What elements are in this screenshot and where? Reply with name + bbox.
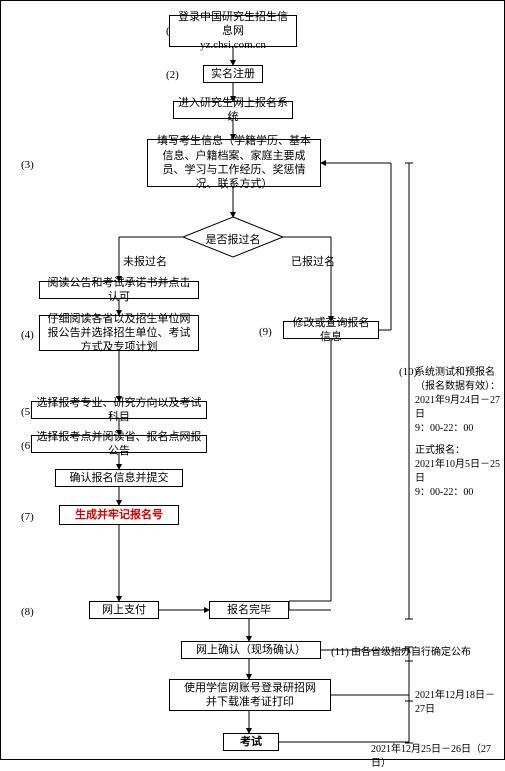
box-pay-online: 网上支付 (89, 601, 159, 619)
s10-l6: 2021年10月5日－25日 (415, 458, 503, 486)
side-note-12: 2021年12月18日－27日 (415, 689, 504, 717)
box-generate-id: 生成并牢记报名号 (59, 505, 179, 525)
box-read-province: 仔细阅读各省以及招生单位网报公告并选择招生单位、考试方式及专项计划 (39, 315, 199, 351)
diamond-label: 是否报过名 (205, 231, 261, 247)
box-login: 登录中国研究生招生信息网 yz.chsi.com.cn (169, 15, 297, 47)
side-note-13: 2021年12月25日－26日（27日） (371, 743, 504, 771)
step-num-7: (7) (21, 511, 34, 523)
step-num-2: (2) (166, 69, 179, 81)
box-confirm-submit: 确认报名信息并提交 (55, 469, 183, 487)
box-enter-system: 进入研究生网上报名系统 (173, 101, 293, 119)
s10-l5: 正式报名： (415, 444, 503, 458)
s10-l7: 9：00-22：00 (415, 486, 503, 500)
box-download-line1: 使用学信网账号登录研招网 (184, 681, 316, 695)
box-registration-done: 报名完毕 (209, 601, 289, 619)
side-note-10: 系统测试和预报名 （报名数据有效）： 2021年9月24日－27日 9：00-2… (415, 366, 503, 500)
box-download-line2: 并下载准考证打印 (206, 695, 294, 709)
box-select-major: 选择报考专业、研究方向以及考试科目 (31, 401, 207, 419)
s10-l2: （报名数据有效）： (415, 380, 503, 394)
box-download-ticket: 使用学信网账号登录研招网 并下载准考证打印 (169, 679, 331, 711)
step-num-3: (3) (21, 159, 34, 171)
box-onsite-confirm: 网上确认（现场确认） (181, 641, 321, 659)
step-num-11: (11) (331, 646, 349, 658)
box-fill-info: 填写考生信息（学籍学历、基本信息、户籍档案、家庭主要成员、学习与工作经历、奖惩情… (147, 139, 321, 187)
step-num-9: (9) (259, 326, 272, 338)
side-note-11: 由各省级招办自行确定公布 (351, 646, 471, 660)
s10-l1: 系统测试和预报名 (415, 366, 503, 380)
box-read-notice: 阅读公告和考试承诺书并点击认可 (39, 281, 199, 299)
box-login-line1: 登录中国研究生招生信息网 (174, 10, 292, 39)
box-login-line2: yz.chsi.com.cn (200, 38, 266, 52)
s10-l4: 9：00-22：00 (415, 422, 503, 436)
box-exam: 考试 (223, 733, 279, 751)
box-register: 实名注册 (203, 65, 263, 83)
step-num-4: (4) (21, 329, 34, 341)
box-modify-query: 修改或查询报名信息 (283, 321, 379, 339)
branch-right-label: 已报过名 (291, 253, 335, 269)
box-select-site: 选择报考点并阅读省、报名点网报公告 (31, 435, 207, 453)
s10-l3: 2021年9月24日－27日 (415, 394, 503, 422)
step-num-8: (8) (21, 606, 34, 618)
branch-left-label: 未报过名 (123, 253, 167, 269)
